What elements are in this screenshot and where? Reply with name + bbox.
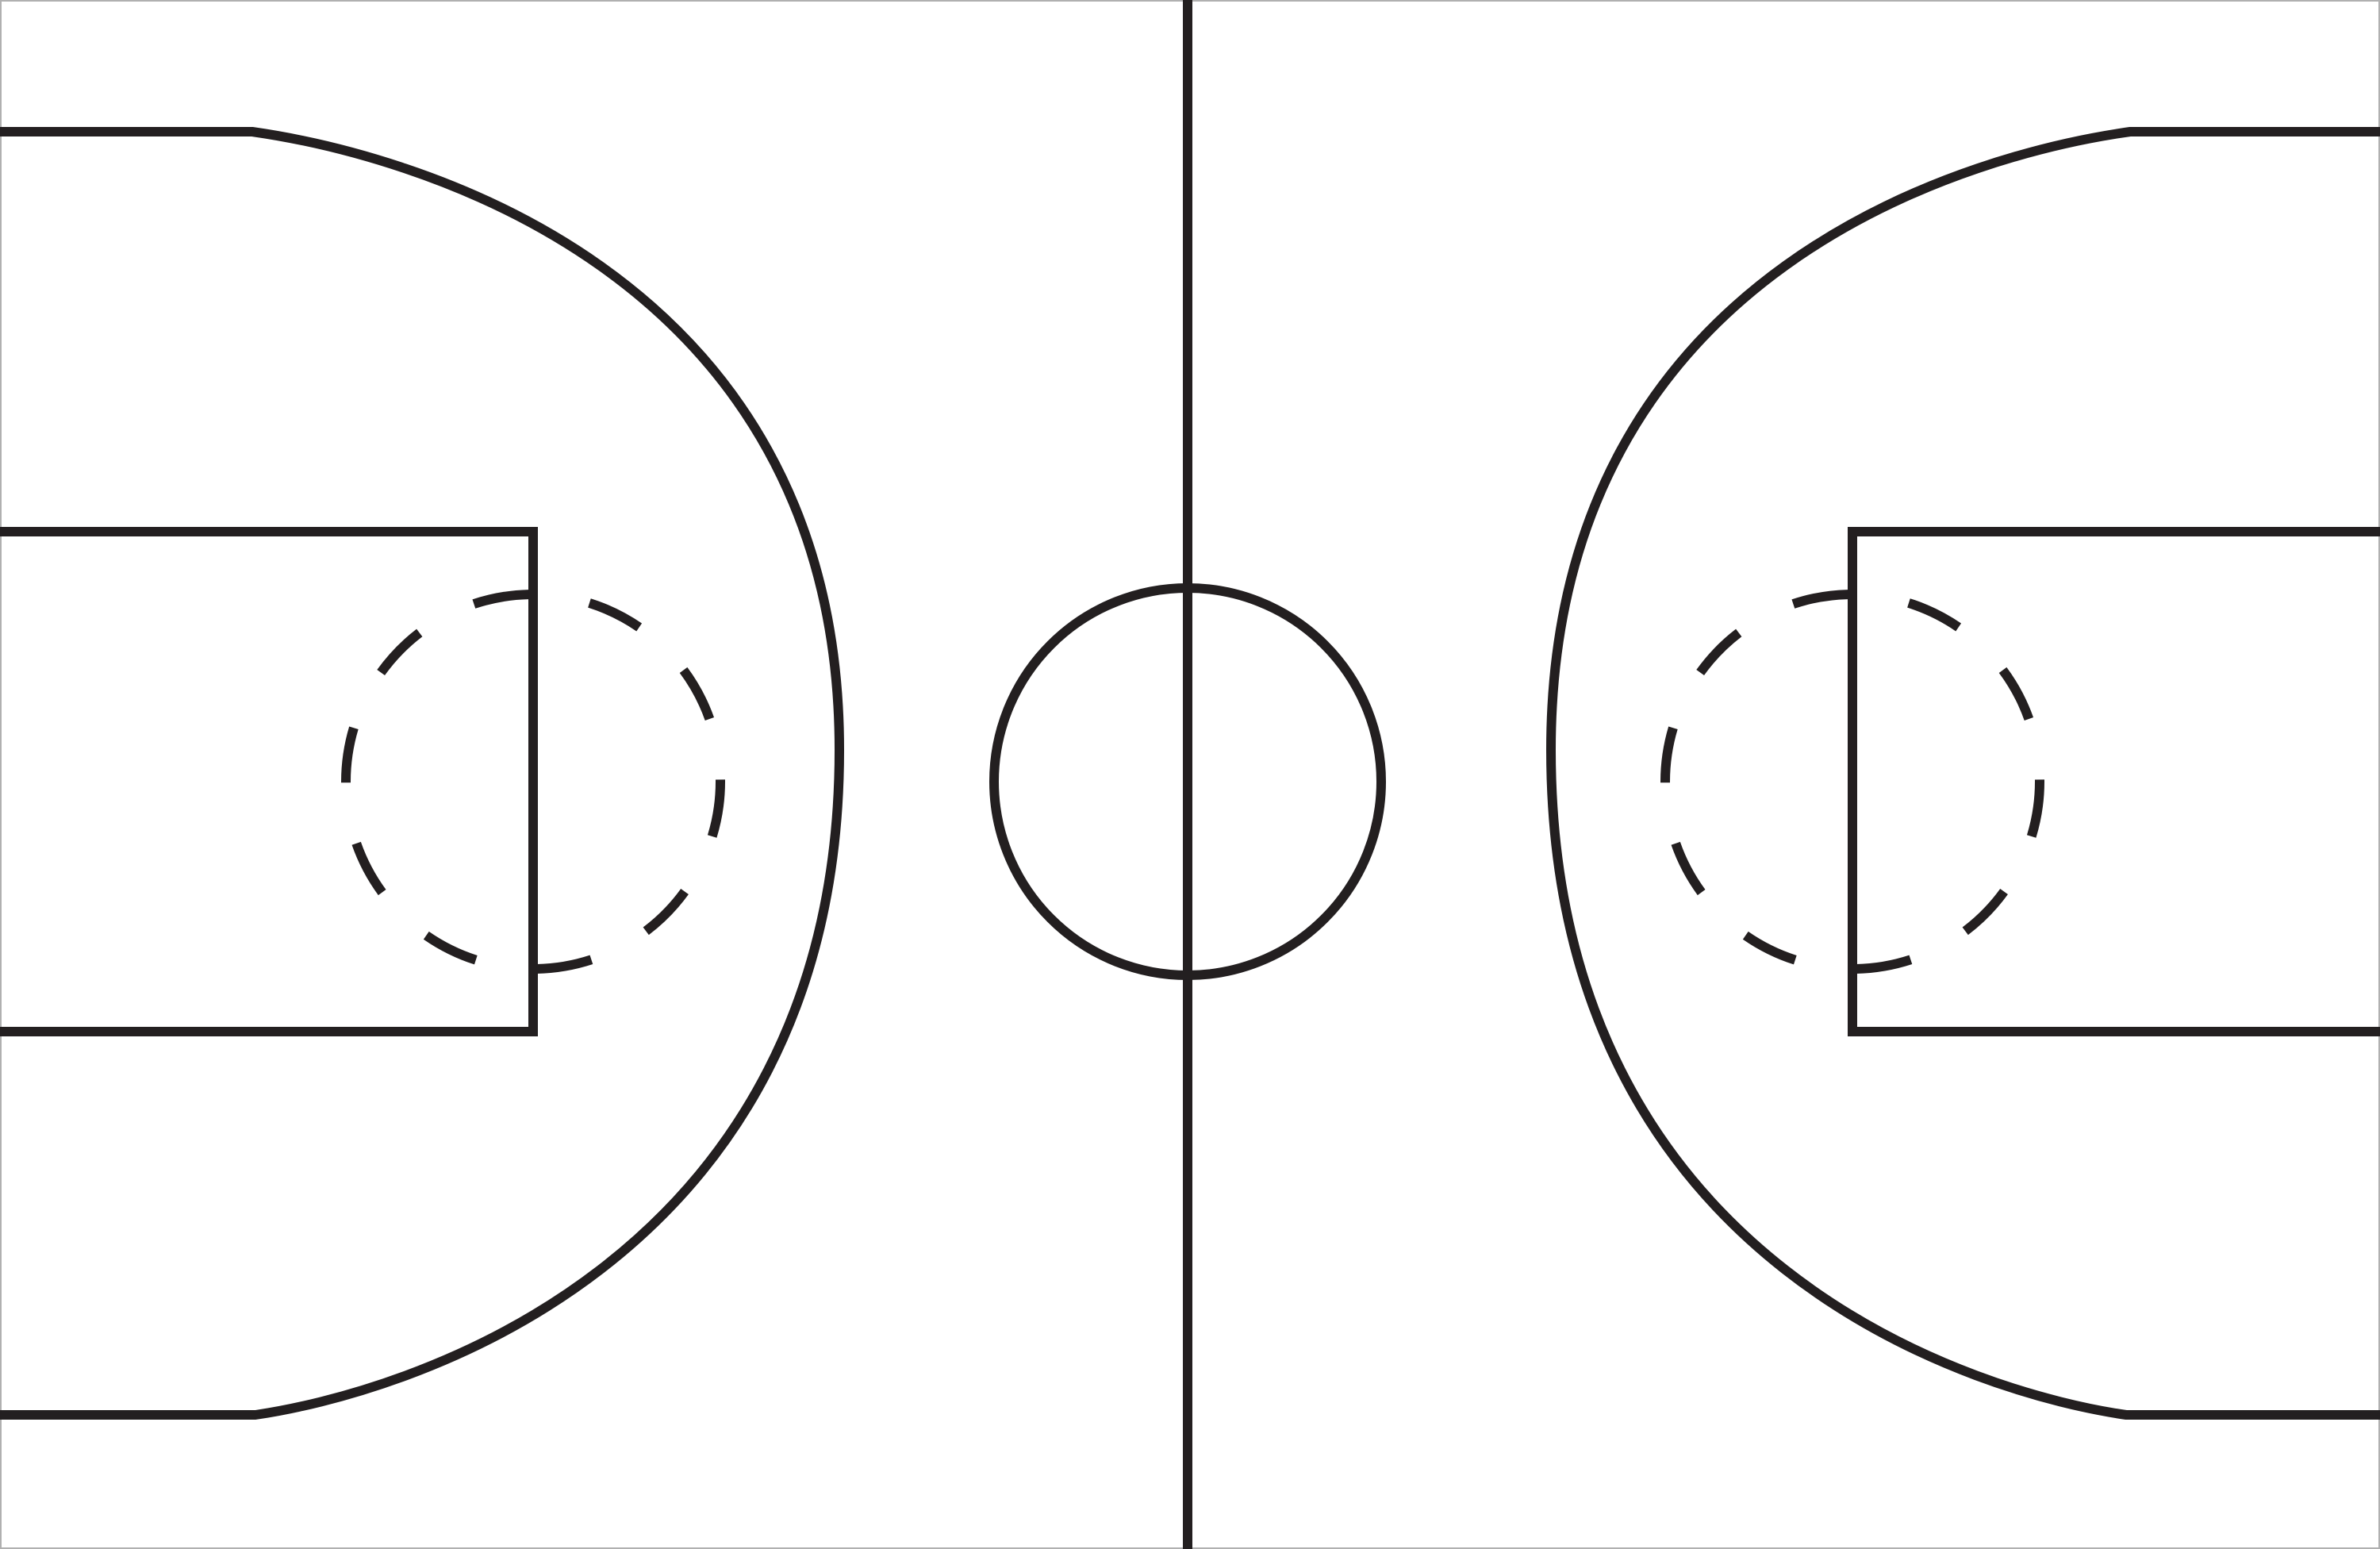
- left-key-lane: [0, 527, 538, 1036]
- right-key-lane: [1848, 527, 2380, 1036]
- center-circle: [989, 583, 1386, 980]
- left-three-point-line: [0, 127, 845, 1420]
- right-three-point-line: [1545, 127, 2380, 1420]
- left-free-throw-circle: [341, 590, 725, 974]
- right-free-throw-circle: [1660, 590, 2044, 974]
